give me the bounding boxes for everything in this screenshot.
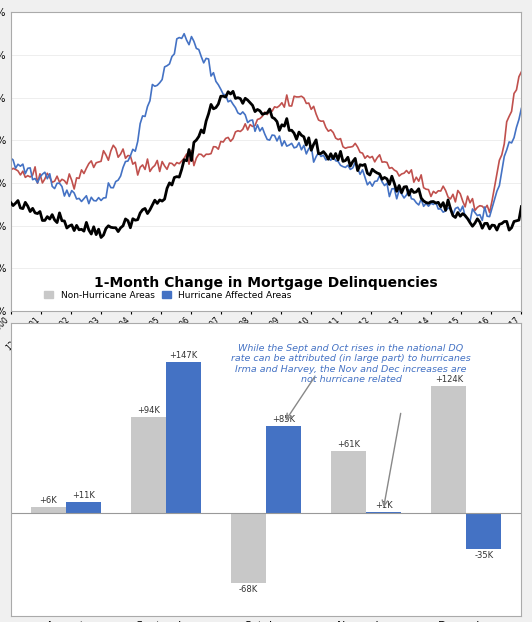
Irma [252, 128, 258, 135]
Bar [66, 502, 101, 513]
Line: Harvey: Harvey [11, 72, 521, 213]
NonHurricane [7, 199, 14, 207]
Bar [266, 426, 301, 513]
Text: While the Sept and Oct rises in the national DQ
rate can be attributed (in large: While the Sept and Oct rises in the nati… [231, 344, 471, 384]
Text: +94K: +94K [137, 406, 160, 415]
NonHurricane [440, 199, 446, 207]
Bar [31, 507, 66, 513]
Irma [437, 205, 444, 213]
Title: 1-Month Change in Mortgage Delinquencies: 1-Month Change in Mortgage Delinquencies [94, 276, 438, 290]
Text: +147K: +147K [169, 351, 197, 360]
NonHurricane [98, 234, 104, 241]
Text: +6K: +6K [39, 496, 57, 505]
Bar [466, 513, 501, 549]
NonHurricane [518, 203, 525, 210]
Irma [518, 104, 525, 112]
Irma [467, 218, 473, 225]
Bar [431, 386, 466, 513]
NonHurricane [254, 106, 261, 113]
Irma [469, 205, 476, 213]
Harvey [250, 123, 256, 130]
Harvey [486, 209, 493, 216]
NonHurricane [230, 88, 236, 95]
Bar [131, 417, 166, 513]
Text: +85K: +85K [272, 415, 295, 424]
Irma [115, 177, 121, 184]
Harvey [518, 68, 525, 76]
Text: -35K: -35K [474, 551, 493, 560]
Text: +1K: +1K [375, 501, 393, 510]
Irma [264, 136, 270, 143]
Harvey [435, 187, 442, 195]
NonHurricane [12, 200, 19, 207]
Harvey [115, 154, 121, 161]
Harvey [464, 192, 471, 200]
Bar [231, 513, 266, 583]
Text: +11K: +11K [72, 491, 95, 500]
Text: +124K: +124K [435, 375, 463, 384]
Irma [7, 154, 14, 162]
Irma [181, 30, 187, 37]
Harvey [12, 165, 19, 173]
Legend: Non-Hurricane Areas, Hurricane Affected Areas: Non-Hurricane Areas, Hurricane Affected … [40, 287, 295, 304]
Bar [331, 450, 366, 513]
Irma [12, 165, 19, 172]
Harvey [7, 167, 14, 174]
Text: +61K: +61K [337, 440, 360, 448]
NonHurricane [469, 223, 476, 230]
NonHurricane [118, 224, 124, 231]
Line: NonHurricane: NonHurricane [11, 91, 521, 238]
NonHurricane [267, 105, 273, 113]
Bar [366, 512, 401, 513]
Line: Irma: Irma [11, 34, 521, 221]
Bar [166, 363, 201, 513]
Harvey [262, 108, 268, 116]
Text: -68K: -68K [239, 585, 258, 594]
